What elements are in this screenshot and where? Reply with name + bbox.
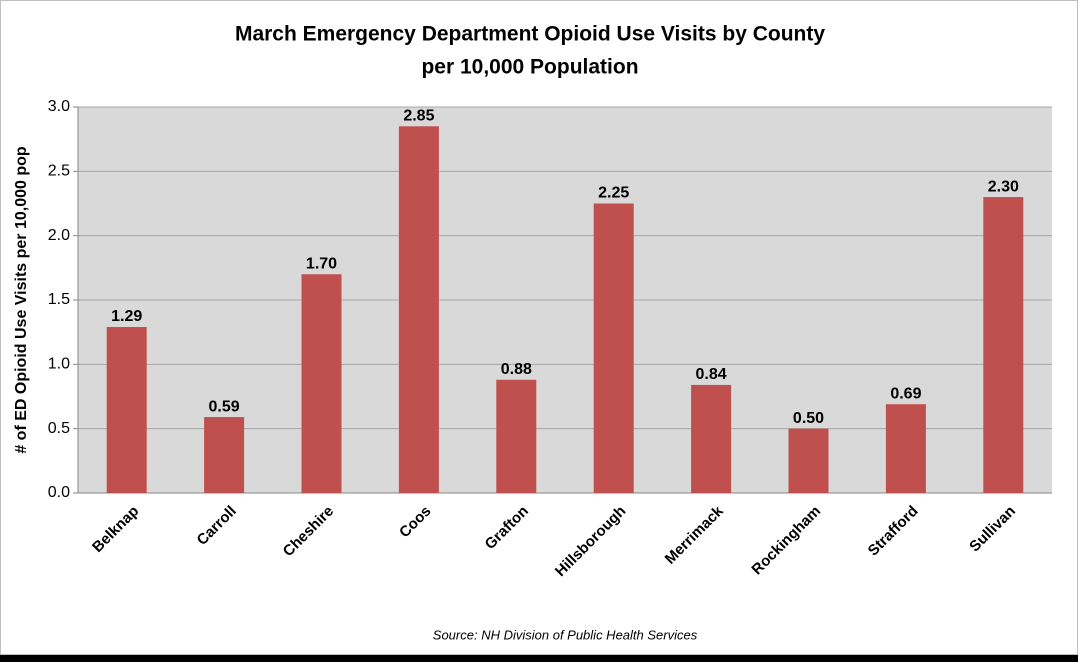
data-label: 2.30 — [988, 178, 1019, 195]
data-label: 0.59 — [209, 398, 240, 415]
bar — [301, 274, 342, 493]
data-label: 2.25 — [598, 185, 629, 202]
data-label: 0.84 — [696, 366, 727, 383]
data-label: 0.69 — [890, 385, 921, 402]
bottom-bar — [0, 655, 1078, 662]
source-note: Source: NH Division of Public Health Ser… — [433, 627, 698, 642]
y-axis-label: # of ED Opioid Use Visits per 10,000 pop — [13, 146, 30, 454]
bar — [204, 417, 245, 493]
data-label: 1.70 — [306, 255, 337, 272]
bar — [885, 404, 926, 493]
bar — [593, 203, 634, 493]
data-label: 2.85 — [403, 108, 434, 125]
data-label: 0.50 — [793, 410, 824, 427]
bar — [398, 126, 439, 494]
bar — [106, 327, 147, 493]
bar — [983, 197, 1024, 494]
bar — [691, 384, 732, 493]
y-tick-label: 0.5 — [48, 420, 70, 437]
data-label: 1.29 — [111, 308, 142, 325]
data-label: 0.88 — [501, 361, 532, 378]
bar — [788, 428, 829, 493]
y-tick-label: 0.0 — [48, 484, 70, 501]
y-tick-label: 3.0 — [48, 98, 70, 115]
y-tick-label: 2.5 — [48, 163, 70, 180]
chart-title: per 10,000 Population — [421, 56, 638, 79]
chart-title: March Emergency Department Opioid Use Vi… — [235, 23, 825, 46]
y-tick-label: 1.0 — [48, 356, 70, 373]
y-tick-label: 2.0 — [48, 227, 70, 244]
y-tick-label: 1.5 — [48, 291, 70, 308]
bar — [496, 379, 537, 493]
